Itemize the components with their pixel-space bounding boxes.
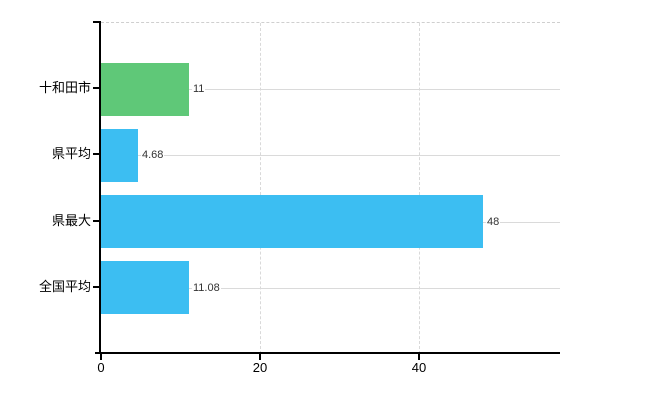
y-axis-tick (93, 153, 101, 155)
category-label: 県最大 (51, 213, 91, 228)
category-label: 全国平均 (38, 279, 91, 294)
category-label: 県平均 (51, 146, 91, 161)
value-label: 11.08 (192, 280, 221, 296)
vertical-gridline (419, 23, 421, 354)
x-axis-tick (100, 353, 102, 360)
x-axis-line (95, 352, 560, 354)
horizontal-gridline (101, 155, 560, 156)
category-label: 十和田市 (38, 80, 91, 95)
y-axis-tick (93, 87, 101, 89)
x-tick-label: 20 (252, 360, 268, 375)
horizontal-gridline (101, 89, 560, 90)
x-tick-label: 40 (411, 360, 427, 375)
y-axis-line (99, 22, 101, 354)
x-axis-tick (259, 353, 261, 360)
vertical-gridline (260, 23, 262, 354)
bar-全国平均[interactable] (101, 261, 189, 314)
value-label: 48 (486, 214, 501, 230)
value-label: 11 (192, 81, 206, 97)
y-axis-end-tick (93, 21, 101, 23)
bar-県平均[interactable] (101, 129, 138, 182)
plot-area: 11 4.68 48 11.08 (101, 22, 560, 354)
value-label: 4.68 (141, 147, 165, 163)
y-axis-tick (93, 286, 101, 288)
x-tick-label: 0 (97, 360, 105, 375)
x-axis-tick (418, 353, 420, 360)
bar-県最大[interactable] (101, 195, 483, 248)
bar-十和田市[interactable] (101, 63, 189, 116)
horizontal-gridline (101, 288, 560, 289)
y-axis-tick (93, 220, 101, 222)
